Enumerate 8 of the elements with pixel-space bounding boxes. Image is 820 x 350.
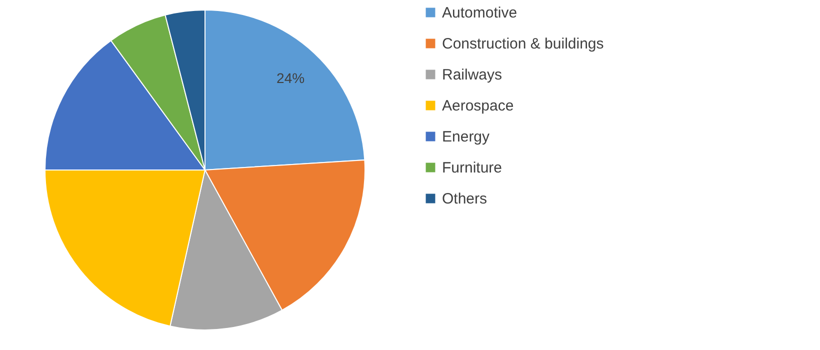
legend-label: Aerospace xyxy=(442,98,514,114)
legend-label: Railways xyxy=(442,66,502,84)
legend-label: Others xyxy=(442,190,488,208)
legend-label: Automotive xyxy=(442,4,518,22)
legend-label: Furniture xyxy=(442,160,502,176)
data-label: 24% xyxy=(276,70,305,86)
legend-label: Energy xyxy=(442,128,490,146)
legend-label: Construction & buildings xyxy=(442,36,604,52)
